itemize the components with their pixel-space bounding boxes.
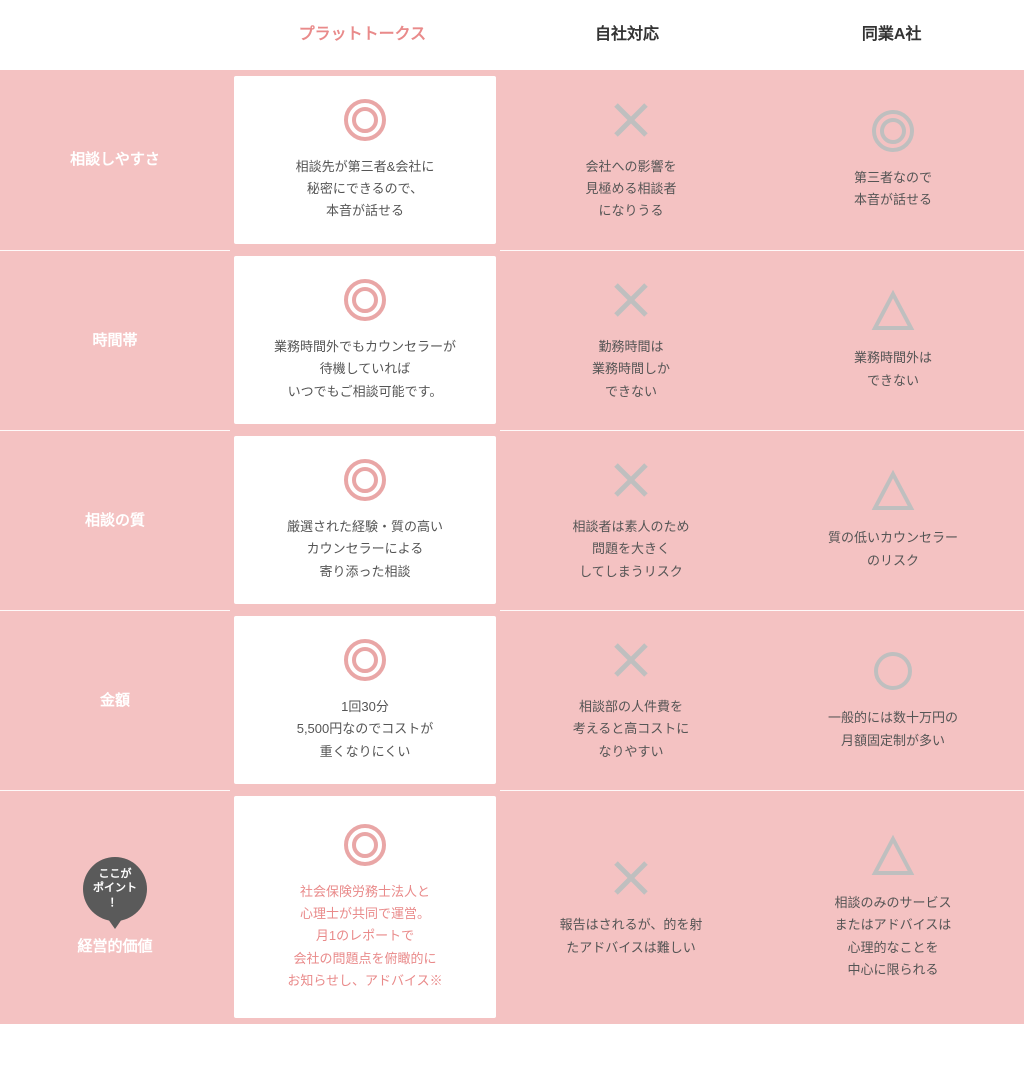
double-circle-icon (343, 278, 387, 322)
cross-icon (609, 856, 653, 900)
row-label-text: 相談しやすさ (70, 148, 160, 172)
col2-desc: 報告はされるが、的を射 たアドバイスは難しい (560, 914, 703, 958)
col3-cell: 第三者なので 本音が話せる (762, 70, 1024, 250)
table-row: 金額 1回30分 5,500円なのでコストが 重くなりにくい 相談部の人件費を 考え… (0, 610, 1024, 790)
col2-cell: 会社への影響を 見極める相談者 になりうる (500, 70, 762, 250)
featured-desc: 厳選された経験・質の高い カウンセラーによる 寄り添った相談 (287, 516, 443, 582)
table-row: 相談しやすさ 相談先が第三者&会社に 秘密にできるので、 本音が話せる 会社への影響… (0, 70, 1024, 250)
featured-desc: 1回30分 5,500円なのでコストが 重くなりにくい (297, 696, 434, 762)
featured-cell: 社会保険労務士法人と 心理士が共同で運営。 月1のレポートで 会社の問題点を俯瞰… (234, 796, 496, 1018)
featured-cell: 1回30分 5,500円なのでコストが 重くなりにくい (234, 616, 496, 784)
col3-cell: 業務時間外は できない (762, 250, 1024, 430)
table-row: ここが ポイント ！ 経営的価値 社会保険労務士法人と 心理士が共同で運営。 月1の… (0, 790, 1024, 1024)
col3-cell: 質の低いカウンセラー のリスク (762, 430, 1024, 610)
row-label-text: 相談の質 (85, 509, 145, 533)
featured-desc: 業務時間外でもカウンセラーが 待機していれば いつでもご相談可能です。 (274, 336, 456, 402)
double-circle-icon (343, 638, 387, 682)
header-row: プラットトークス 自社対応 同業A社 (0, 0, 1024, 70)
col2-desc: 勤務時間は 業務時間しか できない (592, 336, 670, 402)
featured-desc: 社会保険労務士法人と 心理士が共同で運営。 月1のレポートで 会社の問題点を俯瞰… (287, 881, 442, 991)
col2-cell: 報告はされるが、的を射 たアドバイスは難しい (500, 790, 762, 1024)
row-label-text: 時間帯 (92, 329, 137, 353)
col3-desc: 相談のみのサービス またはアドバイスは 心理的なことを 中心に限られる (834, 892, 951, 980)
row-label: 相談しやすさ (0, 70, 230, 250)
double-circle-gray-icon (871, 109, 915, 153)
cross-icon (609, 458, 653, 502)
row-label-text: 経営的価値 (77, 935, 152, 959)
cross-icon (609, 638, 653, 682)
double-circle-icon (343, 458, 387, 502)
col3-desc: 一般的には数十万円の 月額固定制が多い (828, 707, 958, 751)
row-label: 時間帯 (0, 250, 230, 430)
featured-cell: 相談先が第三者&会社に 秘密にできるので、 本音が話せる (234, 76, 496, 244)
featured-cell: 厳選された経験・質の高い カウンセラーによる 寄り添った相談 (234, 436, 496, 604)
col-header-3: 同業A社 (759, 0, 1024, 70)
table-row: 相談の質 厳選された経験・質の高い カウンセラーによる 寄り添った相談 相談者は素人… (0, 430, 1024, 610)
col3-cell: 相談のみのサービス またはアドバイスは 心理的なことを 中心に限られる (762, 790, 1024, 1024)
col2-desc: 会社への影響を 見極める相談者 になりうる (585, 156, 676, 222)
row-label: 金額 (0, 610, 230, 790)
cross-icon (609, 278, 653, 322)
triangle-icon (871, 834, 915, 878)
triangle-icon (871, 469, 915, 513)
double-circle-icon (343, 98, 387, 142)
comparison-table: プラットトークス 自社対応 同業A社 相談しやすさ 相談先が第三者&会社に 秘密に… (0, 0, 1024, 1024)
row-label: 相談の質 (0, 430, 230, 610)
double-circle-icon (343, 823, 387, 867)
triangle-icon (871, 289, 915, 333)
col2-cell: 勤務時間は 業務時間しか できない (500, 250, 762, 430)
col3-desc: 質の低いカウンセラー のリスク (828, 527, 958, 571)
col-header-featured: プラットトークス (230, 0, 495, 70)
featured-desc: 相談先が第三者&会社に 秘密にできるので、 本音が話せる (296, 156, 435, 222)
featured-cell: 業務時間外でもカウンセラーが 待機していれば いつでもご相談可能です。 (234, 256, 496, 424)
col2-desc: 相談者は素人のため 問題を大きく してしまうリスク (572, 516, 689, 582)
table-row: 時間帯 業務時間外でもカウンセラーが 待機していれば いつでもご相談可能です。 勤務… (0, 250, 1024, 430)
col-header-2: 自社対応 (495, 0, 760, 70)
col2-desc: 相談部の人件費を 考えると高コストに なりやすい (573, 696, 690, 762)
cross-icon (609, 98, 653, 142)
col2-cell: 相談部の人件費を 考えると高コストに なりやすい (500, 610, 762, 790)
col2-cell: 相談者は素人のため 問題を大きく してしまうリスク (500, 430, 762, 610)
point-badge: ここが ポイント ！ (83, 857, 147, 921)
row-label: ここが ポイント ！ 経営的価値 (0, 790, 230, 1024)
corner-blank (0, 0, 230, 70)
row-label-text: 金額 (100, 689, 130, 713)
circle-gray-icon (871, 649, 915, 693)
col3-desc: 業務時間外は できない (854, 347, 932, 391)
col3-cell: 一般的には数十万円の 月額固定制が多い (762, 610, 1024, 790)
col3-desc: 第三者なので 本音が話せる (854, 167, 932, 211)
